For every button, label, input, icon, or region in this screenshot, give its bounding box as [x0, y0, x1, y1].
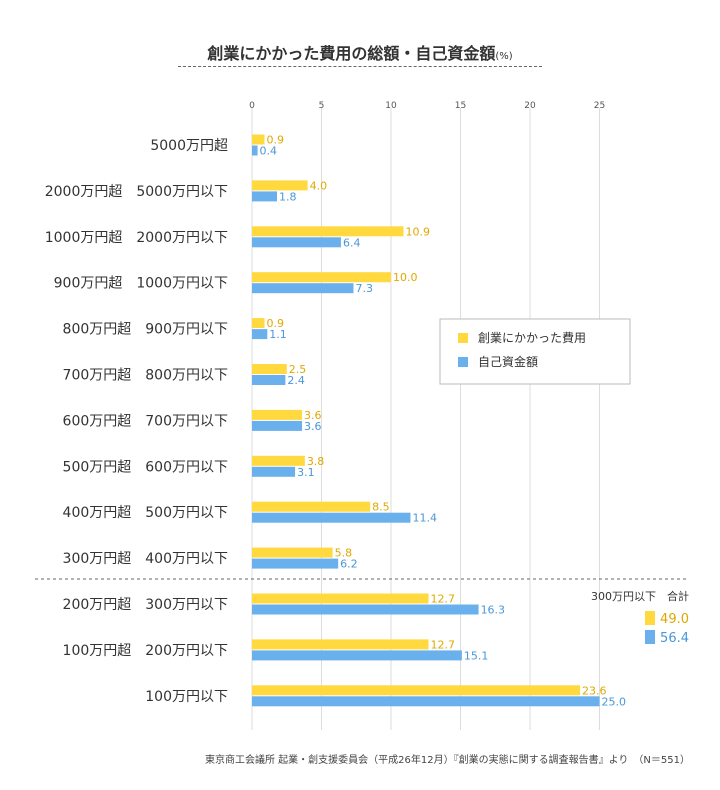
- data-label: 3.8: [307, 455, 325, 468]
- summary-swatch: [645, 630, 655, 644]
- legend-swatch: [458, 357, 468, 367]
- category-label: 600万円超 700万円以下: [63, 413, 228, 429]
- category-label: 100万円以下: [145, 689, 228, 705]
- data-label: 10.9: [406, 225, 431, 238]
- data-label: 3.6: [304, 420, 322, 433]
- data-label: 23.6: [582, 684, 607, 697]
- x-tick-label: 15: [455, 101, 466, 111]
- x-tick-label: 0: [249, 101, 255, 111]
- summary-value: 49.0: [660, 612, 689, 627]
- title-underline: [178, 66, 542, 67]
- bar-total-cost: [252, 455, 305, 466]
- data-label: 10.0: [393, 271, 418, 284]
- x-tick-label: 10: [385, 101, 397, 111]
- category-label: 200万円超 300万円以下: [63, 597, 228, 613]
- category-label: 1000万円超 2000万円以下: [45, 230, 228, 246]
- bar-own-funds: [252, 375, 286, 385]
- bar-total-cost: [252, 364, 287, 374]
- category-label: 700万円超 800万円以下: [63, 368, 228, 384]
- data-label: 3.1: [297, 466, 315, 479]
- bar-total-cost: [252, 180, 308, 191]
- summary-title: 300万円以下 合計: [591, 589, 689, 603]
- summary-swatch: [645, 611, 655, 625]
- data-label: 2.5: [289, 363, 307, 376]
- legend-box: [439, 318, 631, 385]
- data-label: 7.3: [355, 282, 373, 295]
- data-label: 2.4: [287, 374, 305, 387]
- summary-box: 300万円以下 合計 49.0 56.4: [591, 589, 689, 646]
- grid-lines: [251, 108, 600, 730]
- category-label: 5000万円超: [150, 138, 228, 154]
- bar-own-funds: [252, 604, 479, 615]
- bar-own-funds: [252, 558, 339, 569]
- bar-total-cost: [252, 318, 265, 329]
- category-label: 500万円超 600万円以下: [63, 459, 228, 475]
- bar-total-cost: [252, 409, 303, 420]
- data-label: 12.7: [431, 638, 456, 651]
- bar-total-cost: [252, 272, 391, 283]
- chart-title-unit: (%): [495, 51, 513, 62]
- bar-total-cost: [252, 685, 581, 696]
- data-label: 6.2: [340, 558, 358, 571]
- bar-own-funds: [252, 283, 354, 294]
- x-tick-label: 20: [524, 101, 536, 111]
- bar-own-funds: [252, 420, 303, 431]
- data-label: 0.9: [267, 134, 285, 147]
- category-label: 400万円超 500万円以下: [63, 505, 228, 521]
- bar-own-funds: [252, 466, 296, 477]
- category-label: 2000万円超 5000万円以下: [45, 184, 228, 200]
- data-label: 3.6: [304, 409, 322, 422]
- legend-swatch: [458, 333, 468, 343]
- category-label: 300万円超 400万円以下: [63, 551, 228, 567]
- bar-own-funds: [252, 145, 258, 156]
- x-tick-label: 25: [594, 101, 605, 111]
- data-label: 11.4: [412, 512, 437, 525]
- data-label: 16.3: [481, 604, 506, 617]
- bar-total-cost: [252, 593, 429, 604]
- category-label: 900万円超 1000万円以下: [54, 276, 228, 292]
- bar-own-funds: [252, 237, 341, 248]
- data-label: 6.4: [343, 236, 361, 249]
- category-label: 800万円超 900万円以下: [63, 322, 228, 338]
- bar-total-cost: [252, 226, 404, 237]
- data-label: 8.5: [372, 501, 390, 514]
- source-note: 東京商工会議所 起業・創支援委員会（平成26年12月）『創業の実態に関する調査報…: [205, 755, 690, 766]
- bar-own-funds: [252, 696, 600, 707]
- bar-own-funds: [252, 512, 411, 523]
- bar-own-funds: [252, 191, 278, 202]
- bars: 0.90.44.01.810.96.410.07.30.91.12.52.43.…: [252, 134, 627, 708]
- legend-label: 自己資金額: [478, 354, 538, 369]
- data-label: 0.9: [267, 317, 285, 330]
- data-label: 1.1: [269, 328, 287, 341]
- chart-title: 創業にかかった費用の総額・自己資金額(%): [178, 40, 542, 64]
- category-label: 100万円超 200万円以下: [63, 643, 228, 659]
- data-label: 5.8: [335, 547, 353, 560]
- data-label: 12.7: [431, 593, 456, 606]
- bar-total-cost: [252, 547, 333, 558]
- x-tick-label: 5: [319, 101, 325, 111]
- legend-label: 創業にかかった費用: [478, 330, 586, 345]
- bar-own-funds: [252, 329, 268, 340]
- data-label: 4.0: [310, 179, 328, 192]
- bar-own-funds: [252, 650, 462, 661]
- bar-total-cost: [252, 639, 429, 650]
- category-labels: 5000万円超 2000万円超 5000万円以下 1000万円超 2000万円以下 9…: [45, 138, 228, 705]
- data-label: 0.4: [260, 145, 278, 158]
- bar-total-cost: [252, 134, 265, 145]
- data-label: 25.0: [602, 695, 627, 708]
- summary-value: 56.4: [660, 631, 689, 646]
- chart-title-text: 創業にかかった費用の総額・自己資金額: [207, 44, 496, 63]
- x-axis-ticks: 0 5 10 15 20 25: [249, 101, 605, 111]
- data-label: 15.1: [464, 649, 489, 662]
- data-label: 1.8: [279, 190, 297, 203]
- bar-total-cost: [252, 501, 371, 512]
